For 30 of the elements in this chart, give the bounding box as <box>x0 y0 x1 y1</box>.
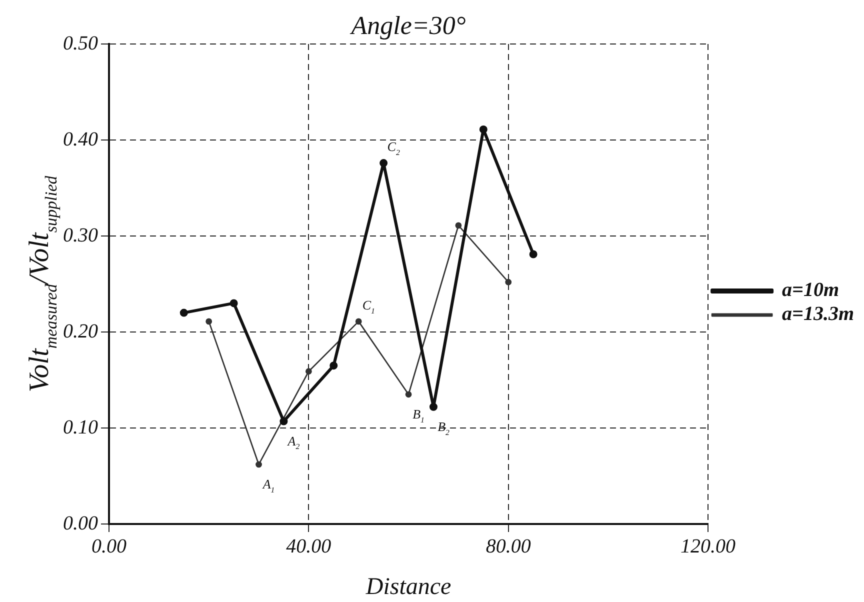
point <box>280 417 288 426</box>
x-tick-label: 80.00 <box>486 535 531 558</box>
y-tick-label: 0.30 <box>63 224 98 246</box>
y-tick-label: 0.50 <box>63 32 98 54</box>
y-tick-label: 0.40 <box>63 128 98 150</box>
legend-label: a=10m <box>782 279 839 302</box>
point <box>330 362 338 370</box>
point <box>479 125 488 134</box>
y-tick-label: 0.00 <box>63 512 98 534</box>
y-tick-label: 0.10 <box>63 416 98 438</box>
point <box>455 222 462 229</box>
point <box>429 402 438 411</box>
point <box>305 368 312 375</box>
point <box>405 391 412 398</box>
point <box>180 308 188 317</box>
point <box>380 159 388 168</box>
point <box>230 299 238 308</box>
legend-label: a=13.3m <box>782 303 854 326</box>
x-tick-label: 40.00 <box>286 535 332 558</box>
chart-title: Angle=30° <box>349 11 466 40</box>
x-tick-label: 0.00 <box>92 535 126 558</box>
x-tick-label: 120.00 <box>680 535 736 558</box>
point <box>355 318 362 325</box>
point <box>505 278 512 286</box>
point <box>529 250 538 258</box>
x-axis-title: Distance <box>364 574 452 600</box>
y-axis-title: Voltmeasured/Voltsupplied <box>24 175 60 392</box>
point <box>256 461 262 468</box>
point <box>206 318 212 325</box>
y-tick-label: 0.20 <box>63 320 98 342</box>
